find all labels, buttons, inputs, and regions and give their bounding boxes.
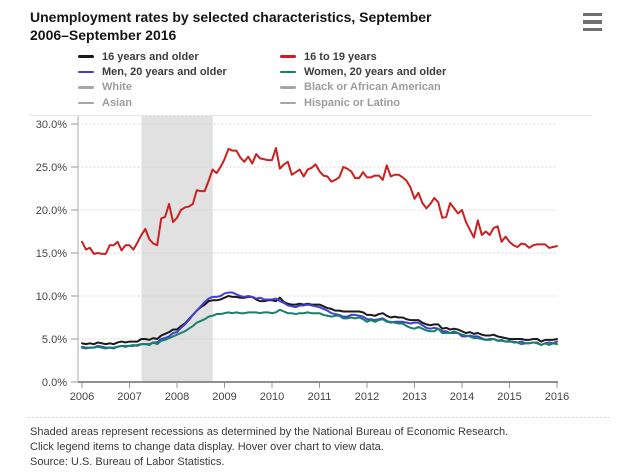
series-line-women-20-years-and-older bbox=[81, 308, 558, 350]
legend-marker-line bbox=[78, 55, 94, 58]
x-axis-label: 2007 bbox=[117, 391, 141, 403]
legend-item-label: Hispanic or Latino bbox=[304, 96, 400, 109]
chart-svg: 0.0% 5.0% 10.0% 15.0% 20.0% 25.0% 30.0% 2006 200… bbox=[27, 115, 613, 418]
x-axis-label: 2014 bbox=[450, 391, 474, 403]
footer-instructions: Click legend items to change data displa… bbox=[30, 441, 384, 453]
legend-marker-line bbox=[280, 55, 296, 58]
y-axis-label: 5.0% bbox=[42, 334, 67, 346]
legend-item-label: White bbox=[102, 81, 132, 94]
plot-area[interactable] bbox=[78, 116, 558, 382]
x-axis-label: 2013 bbox=[402, 391, 426, 403]
y-axis-label: 20.0% bbox=[36, 205, 67, 217]
x-axis-label: 2015 bbox=[497, 391, 521, 403]
chart-title-line1: Unemployment rates by selected character… bbox=[30, 9, 432, 25]
chart-footer: Shaded areas represent recessions as det… bbox=[30, 425, 610, 470]
legend-item-asian[interactable]: Asian bbox=[78, 95, 280, 110]
chart-title: Unemployment rates by selected character… bbox=[30, 8, 500, 44]
legend-item-men-20-years-and-older[interactable]: Men, 20 years and older bbox=[78, 64, 280, 79]
legend-marker-line bbox=[78, 101, 94, 105]
series-line-men-20-years-and-older bbox=[81, 291, 558, 350]
legend-item-white[interactable]: White bbox=[78, 80, 280, 95]
hamburger-icon bbox=[583, 27, 602, 31]
legend-item-black-or-african-american[interactable]: Black or African American bbox=[280, 80, 558, 95]
x-axis-label: 2009 bbox=[212, 391, 236, 403]
legend-item-16-to-19-years[interactable]: 16 to 19 years bbox=[280, 49, 558, 64]
legend-marker-line bbox=[280, 86, 296, 89]
series-line-16-to-19-years bbox=[81, 147, 558, 255]
x-axis-label: 2010 bbox=[260, 391, 284, 403]
legend-marker-line bbox=[78, 70, 94, 74]
legend: 16 years and older 16 to 19 years Men, 20 … bbox=[78, 49, 558, 111]
legend-marker-line bbox=[280, 70, 296, 74]
chart-context-menu-button[interactable] bbox=[583, 13, 602, 31]
legend-marker-line bbox=[280, 101, 296, 105]
x-axis-label: 2012 bbox=[355, 391, 379, 403]
hamburger-icon bbox=[583, 20, 602, 24]
y-axis-label: 25.0% bbox=[36, 162, 67, 174]
chart-title-line2: 2006–September 2016 bbox=[30, 27, 177, 43]
legend-item-hispanic-or-latino[interactable]: Hispanic or Latino bbox=[280, 95, 558, 110]
legend-marker-line bbox=[78, 86, 94, 89]
legend-item-women-20-years-and-older[interactable]: Women, 20 years and older bbox=[280, 64, 558, 79]
footer-recession-note: Shaded areas represent recessions as det… bbox=[30, 426, 509, 438]
legend-item-label: Women, 20 years and older bbox=[304, 66, 447, 79]
y-axis-label: 0.0% bbox=[42, 377, 67, 389]
hamburger-icon bbox=[583, 13, 602, 17]
series-line-16-years-and-older bbox=[81, 295, 558, 346]
x-axis-label: 2016 bbox=[545, 391, 569, 403]
x-axis-label: 2006 bbox=[70, 391, 94, 403]
legend-item-label: Black or African American bbox=[304, 81, 441, 94]
legend-item-16-years-and-older[interactable]: 16 years and older bbox=[78, 49, 280, 64]
legend-item-label: Men, 20 years and older bbox=[102, 66, 227, 79]
legend-item-label: Asian bbox=[102, 96, 132, 109]
footer-source: Source: U.S. Bureau of Labor Statistics. bbox=[30, 456, 225, 468]
y-axis-label: 15.0% bbox=[36, 248, 67, 260]
legend-item-label: 16 years and older bbox=[102, 50, 199, 63]
y-axis-label: 10.0% bbox=[36, 291, 67, 303]
y-axis-label: 30.0% bbox=[36, 119, 67, 131]
x-axis-label: 2008 bbox=[165, 391, 189, 403]
legend-item-label: 16 to 19 years bbox=[304, 50, 377, 63]
x-axis-label: 2011 bbox=[308, 391, 332, 403]
